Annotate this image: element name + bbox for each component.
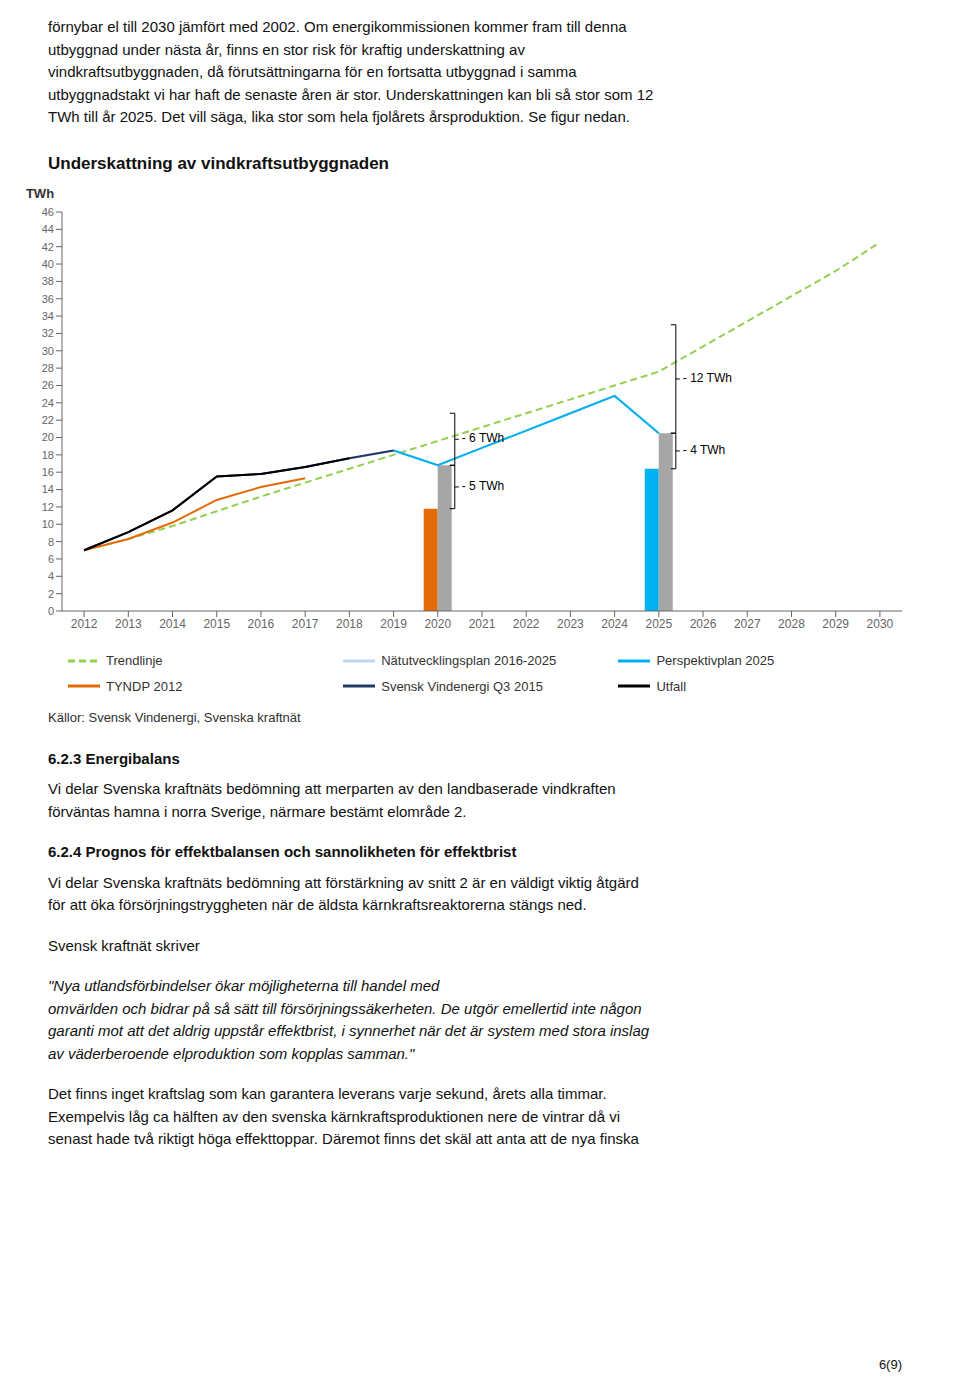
svg-text:2030: 2030 [867, 617, 894, 631]
svg-text:- 6 TWh: - 6 TWh [462, 431, 504, 445]
svg-text:26: 26 [42, 379, 54, 391]
svg-text:2025: 2025 [645, 617, 672, 631]
svg-text:0: 0 [48, 605, 54, 617]
svg-text:- 4 TWh: - 4 TWh [683, 443, 725, 457]
svg-text:2013: 2013 [115, 617, 142, 631]
html-text:Nätutvecklingsplan 2016-2025: Nätutvecklingsplan 2016-2025 [381, 653, 557, 668]
html-text:Trendlinje: Trendlinje [106, 653, 163, 668]
html-text:Utfall: Utfall [656, 678, 687, 694]
svg-text:28: 28 [42, 362, 54, 374]
svg-text:14: 14 [42, 483, 54, 495]
svg-text:16: 16 [42, 466, 54, 478]
svg-text:44: 44 [42, 223, 54, 235]
svg-text:46: 46 [42, 206, 54, 218]
svg-text:38: 38 [42, 275, 54, 287]
svg-text:2028: 2028 [778, 617, 805, 631]
svg-text:8: 8 [48, 536, 54, 548]
svg-text:18: 18 [42, 449, 54, 461]
html-text:TYNDP 2012: TYNDP 2012 [106, 678, 183, 694]
svg-text:2015: 2015 [203, 617, 230, 631]
svg-text:12: 12 [42, 501, 54, 513]
svg-text:2021: 2021 [469, 617, 496, 631]
html-text:Underskattning av vindkraftsut: Underskattning av vindkraftsutbyggnaden [48, 153, 389, 173]
svg-text:TWh: TWh [26, 186, 54, 201]
svg-text:2027: 2027 [734, 617, 761, 631]
svg-text:42: 42 [42, 241, 54, 253]
svg-text:20: 20 [42, 431, 54, 443]
svg-text:2017: 2017 [292, 617, 319, 631]
svg-text:2029: 2029 [822, 617, 849, 631]
html-text:6.2.4 Prognos för effektbalans: 6.2.4 Prognos för effektbalansen och san… [48, 843, 517, 860]
svg-text:24: 24 [42, 397, 54, 409]
html-text:Perspektivplan 2025: Perspektivplan 2025 [656, 653, 775, 668]
svg-text:2019: 2019 [380, 617, 407, 631]
svg-text:- 12 TWh: - 12 TWh [683, 371, 732, 385]
svg-text:32: 32 [42, 327, 54, 339]
html-text:Källor: Svensk Vindenergi, Sve: Källor: Svensk Vindenergi, Svenska kraft… [48, 710, 301, 725]
svg-text:2012: 2012 [71, 617, 98, 631]
html-text:Svensk Vindenergi Q3 2015: Svensk Vindenergi Q3 2015 [381, 678, 543, 694]
svg-text:- 5 TWh: - 5 TWh [462, 479, 504, 493]
svg-text:2014: 2014 [159, 617, 186, 631]
svg-text:36: 36 [42, 293, 54, 305]
svg-text:2024: 2024 [601, 617, 628, 631]
svg-text:6: 6 [48, 553, 54, 565]
html-text:Svensk kraftnät skriver: Svensk kraftnät skriver [48, 936, 200, 954]
html-text:6(9): 6(9) [878, 1356, 902, 1372]
html-text:Vi delar Svenska kraftnäts bed: Vi delar Svenska kraftnäts bedömning att… [48, 780, 616, 820]
svg-text:30: 30 [42, 345, 54, 357]
svg-text:2018: 2018 [336, 617, 363, 631]
svg-text:22: 22 [42, 414, 54, 426]
svg-text:10: 10 [42, 518, 54, 530]
html-text:Det finns inget kraftslag som: Det finns inget kraftslag som kan garant… [48, 1085, 639, 1147]
svg-text:2022: 2022 [513, 617, 540, 631]
svg-text:2026: 2026 [690, 617, 717, 631]
html-text:6.2.3 Energibalans: 6.2.3 Energibalans [48, 749, 180, 767]
svg-text:2023: 2023 [557, 617, 584, 631]
html-text:förnybar el till 2030 jämfört: förnybar el till 2030 jämfört med 2002. … [48, 18, 654, 125]
svg-text:2: 2 [48, 588, 54, 600]
html-text:"Nya utlandsförbindelser ökar: "Nya utlandsförbindelser ökar möjlighete… [48, 977, 650, 1062]
svg-text:2020: 2020 [424, 617, 451, 631]
svg-text:34: 34 [42, 310, 54, 322]
html-text:Vi delar Svenska kraftnäts bed: Vi delar Svenska kraftnäts bedömning att… [48, 873, 639, 913]
svg-text:2016: 2016 [248, 617, 275, 631]
svg-text:4: 4 [48, 570, 54, 582]
svg-text:40: 40 [42, 258, 54, 270]
